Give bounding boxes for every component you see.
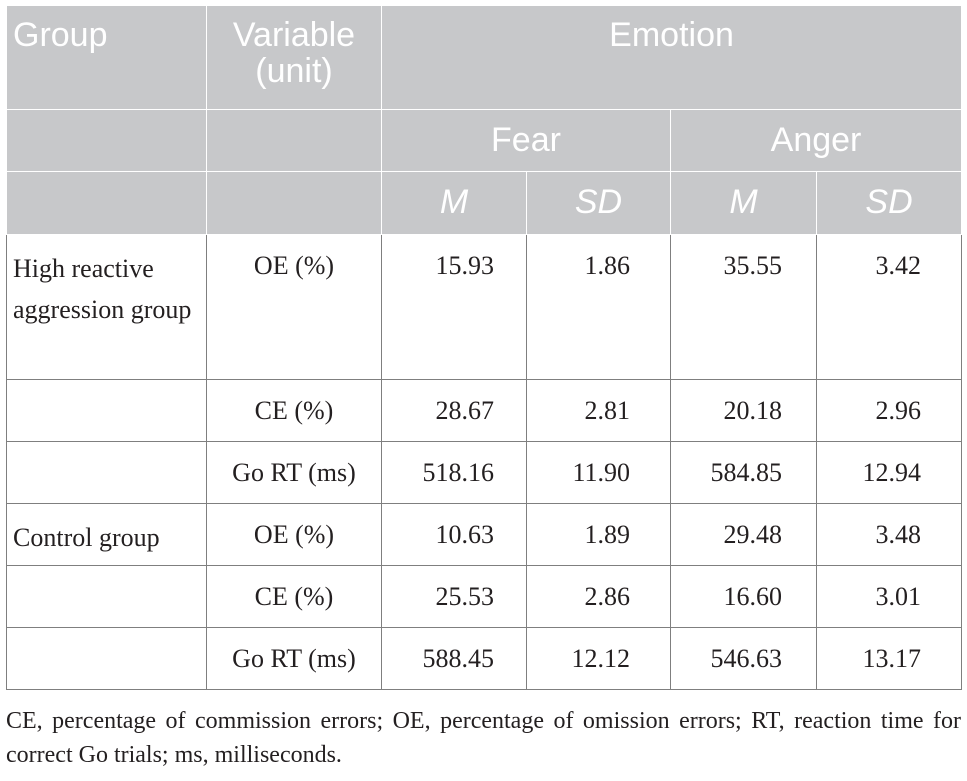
cell-anger-m: 584.85 [670, 441, 817, 504]
cell-anger-sd: 3.42 [815, 234, 963, 380]
table-header: Group Variable (unit) Emotion Fear Anger … [6, 5, 963, 235]
cell-group: Control group [6, 503, 207, 566]
header-anger-m: M [670, 171, 817, 235]
table-row: Go RT (ms) 588.45 12.12 546.63 13.17 [6, 627, 963, 690]
header-empty-cell [206, 109, 382, 172]
header-fear: Fear [381, 109, 671, 172]
cell-fear-m: 28.67 [381, 379, 527, 442]
table-row: Go RT (ms) 518.16 11.90 584.85 12.94 [6, 441, 963, 504]
cell-fear-sd: 2.86 [526, 565, 671, 628]
header-row: M SD M SD [6, 171, 963, 235]
cell-group [6, 441, 207, 504]
cell-anger-sd: 2.96 [815, 379, 963, 442]
cell-fear-m: 25.53 [381, 565, 527, 628]
cell-variable: OE (%) [206, 503, 382, 566]
table-row: CE (%) 25.53 2.86 16.60 3.01 [6, 565, 963, 628]
header-fear-m: M [381, 171, 527, 235]
cell-anger-sd: 13.17 [815, 627, 963, 690]
cell-fear-m: 588.45 [381, 627, 527, 690]
cell-anger-m: 29.48 [670, 503, 817, 566]
header-empty-cell [6, 109, 207, 172]
header-row: Group Variable (unit) Emotion [6, 5, 963, 110]
header-empty-cell [206, 171, 382, 235]
cell-variable: CE (%) [206, 565, 382, 628]
table-row: CE (%) 28.67 2.81 20.18 2.96 [6, 379, 963, 442]
header-anger: Anger [669, 109, 963, 172]
cell-anger-sd: 3.01 [815, 565, 963, 628]
cell-anger-sd: 3.48 [815, 503, 963, 566]
cell-fear-sd: 1.86 [526, 234, 671, 380]
table-body: High reactive aggression group OE (%) 15… [6, 234, 963, 690]
cell-fear-sd: 1.89 [526, 503, 671, 566]
cell-fear-m: 518.16 [381, 441, 527, 504]
cell-anger-m: 16.60 [670, 565, 817, 628]
cell-anger-sd: 12.94 [815, 441, 963, 504]
header-variable: Variable (unit) [206, 5, 382, 110]
results-table: Group Variable (unit) Emotion Fear Anger … [6, 5, 963, 690]
table-row: High reactive aggression group OE (%) 15… [6, 234, 963, 380]
cell-group: High reactive aggression group [6, 234, 207, 380]
cell-variable: Go RT (ms) [206, 627, 382, 690]
cell-variable: Go RT (ms) [206, 441, 382, 504]
cell-group [6, 627, 207, 690]
cell-fear-m: 15.93 [381, 234, 527, 380]
cell-group [6, 379, 207, 442]
cell-variable: CE (%) [206, 379, 382, 442]
cell-anger-m: 20.18 [670, 379, 817, 442]
cell-anger-m: 35.55 [670, 234, 817, 380]
header-variable-line1: Variable [232, 16, 356, 54]
cell-group [6, 565, 207, 628]
cell-fear-m: 10.63 [381, 503, 527, 566]
header-group: Group [6, 5, 207, 110]
cell-anger-m: 546.63 [670, 627, 817, 690]
header-row: Fear Anger [6, 109, 963, 172]
table-footnote: CE, percentage of commission errors; OE,… [6, 708, 961, 768]
header-empty-cell [6, 171, 207, 235]
cell-fear-sd: 12.12 [526, 627, 671, 690]
header-variable-line2: (unit) [255, 51, 333, 90]
table-row: Control group OE (%) 10.63 1.89 29.48 3.… [6, 503, 963, 566]
header-anger-sd: SD [815, 171, 963, 235]
cell-variable: OE (%) [206, 234, 382, 380]
cell-fear-sd: 2.81 [526, 379, 671, 442]
header-emotion: Emotion [380, 5, 963, 110]
cell-fear-sd: 11.90 [526, 441, 671, 504]
header-fear-sd: SD [526, 171, 671, 235]
